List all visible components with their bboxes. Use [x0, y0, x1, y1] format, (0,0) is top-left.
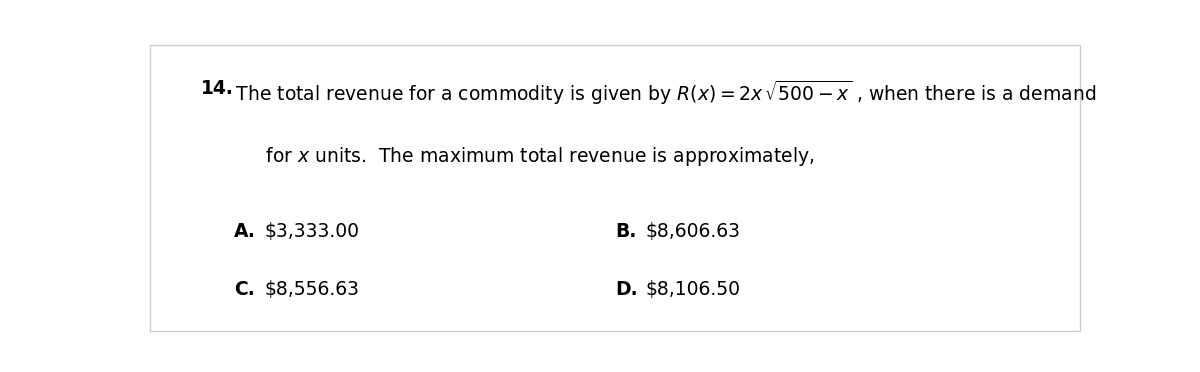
Text: $8,556.63: $8,556.63: [264, 279, 359, 298]
Text: $3,333.00: $3,333.00: [264, 222, 359, 241]
Text: $8,606.63: $8,606.63: [646, 222, 740, 241]
Text: $8,106.50: $8,106.50: [646, 279, 740, 298]
Text: 14.: 14.: [202, 79, 234, 98]
Text: C.: C.: [234, 279, 254, 298]
Text: D.: D.: [616, 279, 637, 298]
Text: for $x$ units.  The maximum total revenue is approximately,: for $x$ units. The maximum total revenue…: [230, 145, 815, 168]
Text: The total revenue for a commodity is given by $R(x) = 2x\,\sqrt{500-x}$ , when t: The total revenue for a commodity is giv…: [230, 79, 1096, 107]
Text: A.: A.: [234, 222, 256, 241]
Text: B.: B.: [616, 222, 636, 241]
